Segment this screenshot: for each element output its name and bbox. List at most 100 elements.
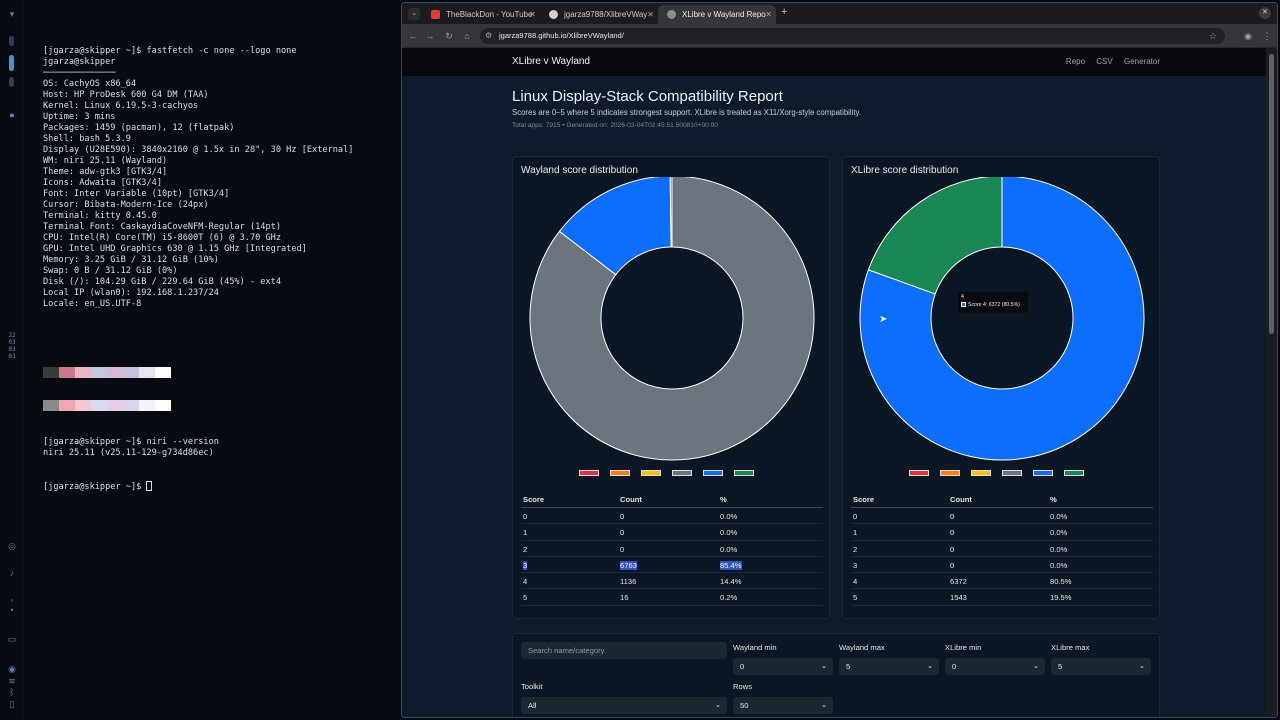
legend-swatch-score-5[interactable] [734,470,754,476]
table-row: 3 0 0.0% [851,557,1153,574]
table-cell: 0.0% [1050,512,1068,521]
search-input[interactable]: Search name/category [521,642,727,659]
wayland-max-select[interactable]: 5 ⌄ [839,658,939,675]
table-cell: 0 [523,512,528,521]
url-text[interactable]: jgarza9788.github.io/XlibreVWayland/ [499,31,624,40]
wayland-min-select[interactable]: 0 ⌄ [733,658,833,675]
address-bar[interactable]: ⚙ jgarza9788.github.io/XlibreVWayland/ ☆ [480,28,1225,44]
donut-slice-score-4[interactable] [558,177,672,276]
tab-youtube[interactable]: TheBlackDon - YouTube ✕ [422,5,540,24]
power-profile-icon[interactable]: ◦ [10,595,14,605]
table-cell: 0.2% [720,593,738,603]
mic-icon[interactable]: • [10,605,14,615]
legend-swatch-score-2[interactable] [971,470,991,476]
legend-swatch-score-4[interactable] [703,470,723,476]
column-header[interactable]: Score [853,495,875,504]
workspace-indicator[interactable] [9,36,14,46]
donut-slice-score-3[interactable] [529,177,815,461]
column-header[interactable]: Count [620,495,642,504]
palette-swatch [139,400,155,411]
column-header[interactable]: Score [523,495,545,504]
menu-dots-icon[interactable]: ⋮ [1262,31,1272,41]
nav-link-csv[interactable]: CSV [1096,57,1113,66]
clipboard-icon[interactable]: ▭ [7,634,17,644]
palette-swatch [75,400,91,411]
legend-swatch-score-5[interactable] [1064,470,1084,476]
xlibre-donut-chart[interactable] [843,177,1161,469]
chevron-down-icon: ⌄ [927,663,933,670]
page-scrollbar[interactable] [1266,48,1277,717]
bell-icon[interactable]: ♪ [9,568,15,578]
donut-slice-score-4[interactable] [859,177,1145,461]
network-icon[interactable]: ◉ [8,664,16,674]
scrollbar-thumb[interactable] [1269,54,1274,334]
xlibre-max-select[interactable]: 5 ⌄ [1051,658,1151,675]
bookmark-star-icon[interactable]: ☆ [1208,31,1217,41]
nav-link-generator[interactable]: Generator [1123,57,1160,66]
legend-swatch-score-4[interactable] [1033,470,1053,476]
terminal-line: Uptime: 3 mins [43,112,116,122]
terminal-cursor [146,481,153,491]
donut-slice-score-5[interactable] [669,177,673,248]
tab-github[interactable]: jgarza9788/XlibreVWay ✕ [540,5,658,24]
wifi-icon[interactable]: ≋ [8,676,16,686]
column-header[interactable]: % [720,495,727,504]
donut-slice-score-5[interactable] [867,177,1003,295]
table-row: 0 0 0.0% [851,508,1153,525]
record-icon[interactable]: ● [9,110,15,120]
bluetooth-icon[interactable]: ᛒ [9,687,15,697]
table-cell: 0 [950,544,955,554]
forward-icon[interactable]: → [425,31,435,41]
close-tab-icon[interactable]: ✕ [765,10,772,19]
legend-swatch-score-2[interactable] [641,470,661,476]
github-icon [549,10,558,19]
legend-swatch-score-0[interactable] [909,470,929,476]
terminal-prompt-line[interactable]: [jgarza@skipper ~]$ [43,481,398,492]
column-header[interactable]: % [1050,495,1057,504]
table-row: 0 0 0.0% [521,508,823,525]
nav-link-repo[interactable]: Repo [1065,57,1086,66]
terminal-prompt: [jgarza@skipper ~]$ [43,482,147,492]
tooltip-title: 4 [961,294,964,300]
terminal-window[interactable]: [jgarza@skipper ~]$ fastfetch -c none --… [26,0,398,720]
wayland-max-label: Wayland max [839,643,885,652]
battery-icon[interactable]: ▯ [9,699,15,709]
tab-search-icon[interactable]: ⌄ [408,8,420,20]
legend-swatch-score-3[interactable] [672,470,692,476]
clock-digit: 03 [8,346,16,353]
tab-report[interactable]: XLibre v Wayland Repo ✕ [658,5,776,24]
check-icon[interactable]: ◎ [8,541,16,551]
table-cell: 0.0% [720,512,738,521]
back-icon[interactable]: ← [408,31,418,41]
window-close-icon[interactable]: ✕ [1259,7,1271,19]
toolkit-label: Toolkit [521,682,543,691]
table-cell: 3 [523,560,528,570]
table-cell: 1 [523,528,528,538]
wayland-donut-chart[interactable] [513,177,831,469]
xlibre-min-select[interactable]: 0 ⌄ [945,658,1045,675]
legend-swatch-score-1[interactable] [610,470,630,476]
profile-icon[interactable]: ◉ [1244,31,1252,41]
legend-swatch-score-0[interactable] [579,470,599,476]
new-tab-icon[interactable]: + [781,6,788,18]
column-header[interactable]: Count [950,495,972,504]
close-tab-icon[interactable]: ✕ [529,10,536,19]
close-tab-icon[interactable]: ✕ [647,10,654,19]
workspace-indicator-active[interactable] [9,55,14,71]
rows-select[interactable]: 50 ⌄ [733,697,833,714]
browser-window: ⌄ TheBlackDon - YouTube ✕ jgarza9788/Xli… [401,2,1278,718]
table-cell: 0.0% [720,528,738,538]
home-icon[interactable]: ⌂ [464,31,470,41]
table-row: 4 6372 80.5% [851,573,1153,590]
toolkit-select[interactable]: All ⌄ [521,697,727,714]
chevron-down-icon: ⌄ [715,702,721,709]
legend-swatch-score-3[interactable] [1002,470,1022,476]
site-info-icon[interactable]: ⚙ [485,31,493,40]
reload-icon[interactable]: ↻ [445,31,453,41]
site-brand[interactable]: XLibre v Wayland [512,56,590,67]
workspace-menu-icon[interactable]: ▾ [9,9,15,19]
workspace-indicator[interactable] [9,77,14,87]
legend-swatch-score-1[interactable] [940,470,960,476]
table-cell: 80.5% [1050,577,1072,587]
